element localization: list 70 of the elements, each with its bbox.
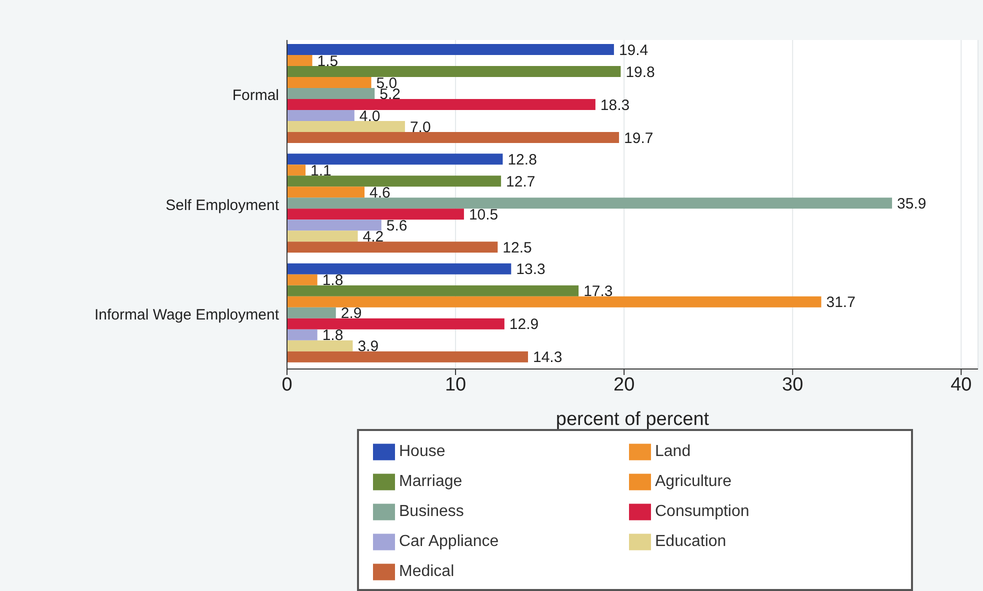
legend-label: Agriculture [655,472,732,492]
data-label: 35.9 [897,195,926,212]
bar [287,110,354,121]
bar [287,88,375,99]
y-tick-label: Self Employment [166,196,280,214]
bar [287,220,382,231]
data-label: 12.7 [506,173,536,190]
data-label: 19.8 [626,64,655,81]
data-label: 19.4 [618,42,648,59]
bar [287,198,892,209]
legend-label: Education [655,532,728,552]
bar [287,285,579,296]
bar [287,242,498,253]
bar [287,351,528,362]
bar [287,176,502,187]
data-label: 12.8 [508,151,537,168]
bar [287,55,312,66]
data-label: 12.9 [509,316,539,334]
bar [287,154,503,165]
x-axis-title: percent of percent [556,409,710,430]
bar [287,66,621,77]
data-label: 14.3 [533,349,562,366]
bar [287,307,336,318]
data-label: 12.5 [502,239,532,256]
data-label: 1.8 [322,327,344,344]
data-label: 1.8 [322,272,344,290]
x-tick-label: 40 [950,374,972,396]
y-tick-label: Formal [232,87,279,104]
bar [287,44,614,55]
x-tick-label: 30 [782,374,804,396]
x-tick-label: 10 [444,374,466,396]
bar [287,132,620,143]
bar [287,208,464,220]
bar [287,121,405,132]
bar [287,186,365,198]
data-label: 5.6 [386,217,408,234]
data-label: 17.3 [584,283,613,300]
bar [287,296,822,308]
data-label: 2.9 [340,305,362,322]
bar [287,99,596,110]
legend-label: Car Appliance [399,532,500,552]
bar [287,230,358,242]
x-tick-label: 0 [282,374,292,396]
bar [287,318,504,330]
legend-label: House [399,442,446,462]
data-label: 18.3 [600,96,630,114]
legend-label: Marriage [399,472,464,492]
data-label: 10.5 [468,206,498,224]
data-label: 4.2 [362,228,384,246]
legend-label: Medical [399,562,456,582]
bar [287,263,512,274]
legend-label: Consumption [655,502,750,522]
data-label: 31.7 [826,294,856,312]
y-tick-label: Informal Wage Employment [94,306,280,324]
bar [287,274,318,286]
bar [287,77,372,88]
data-label: 7.0 [410,118,431,136]
data-label: 13.3 [516,261,546,278]
bar [287,164,306,176]
legend-label: Business [399,502,465,522]
bar [287,340,353,352]
data-label: 3.9 [358,338,379,356]
data-label: 19.7 [624,130,654,147]
x-tick-label: 20 [614,374,635,396]
data-label: 4.0 [359,108,380,125]
bar [287,329,318,340]
data-label: 1.5 [317,52,338,70]
legend-label: Land [655,442,692,462]
data-label: 4.6 [370,184,390,202]
data-label: 1.1 [310,162,332,180]
